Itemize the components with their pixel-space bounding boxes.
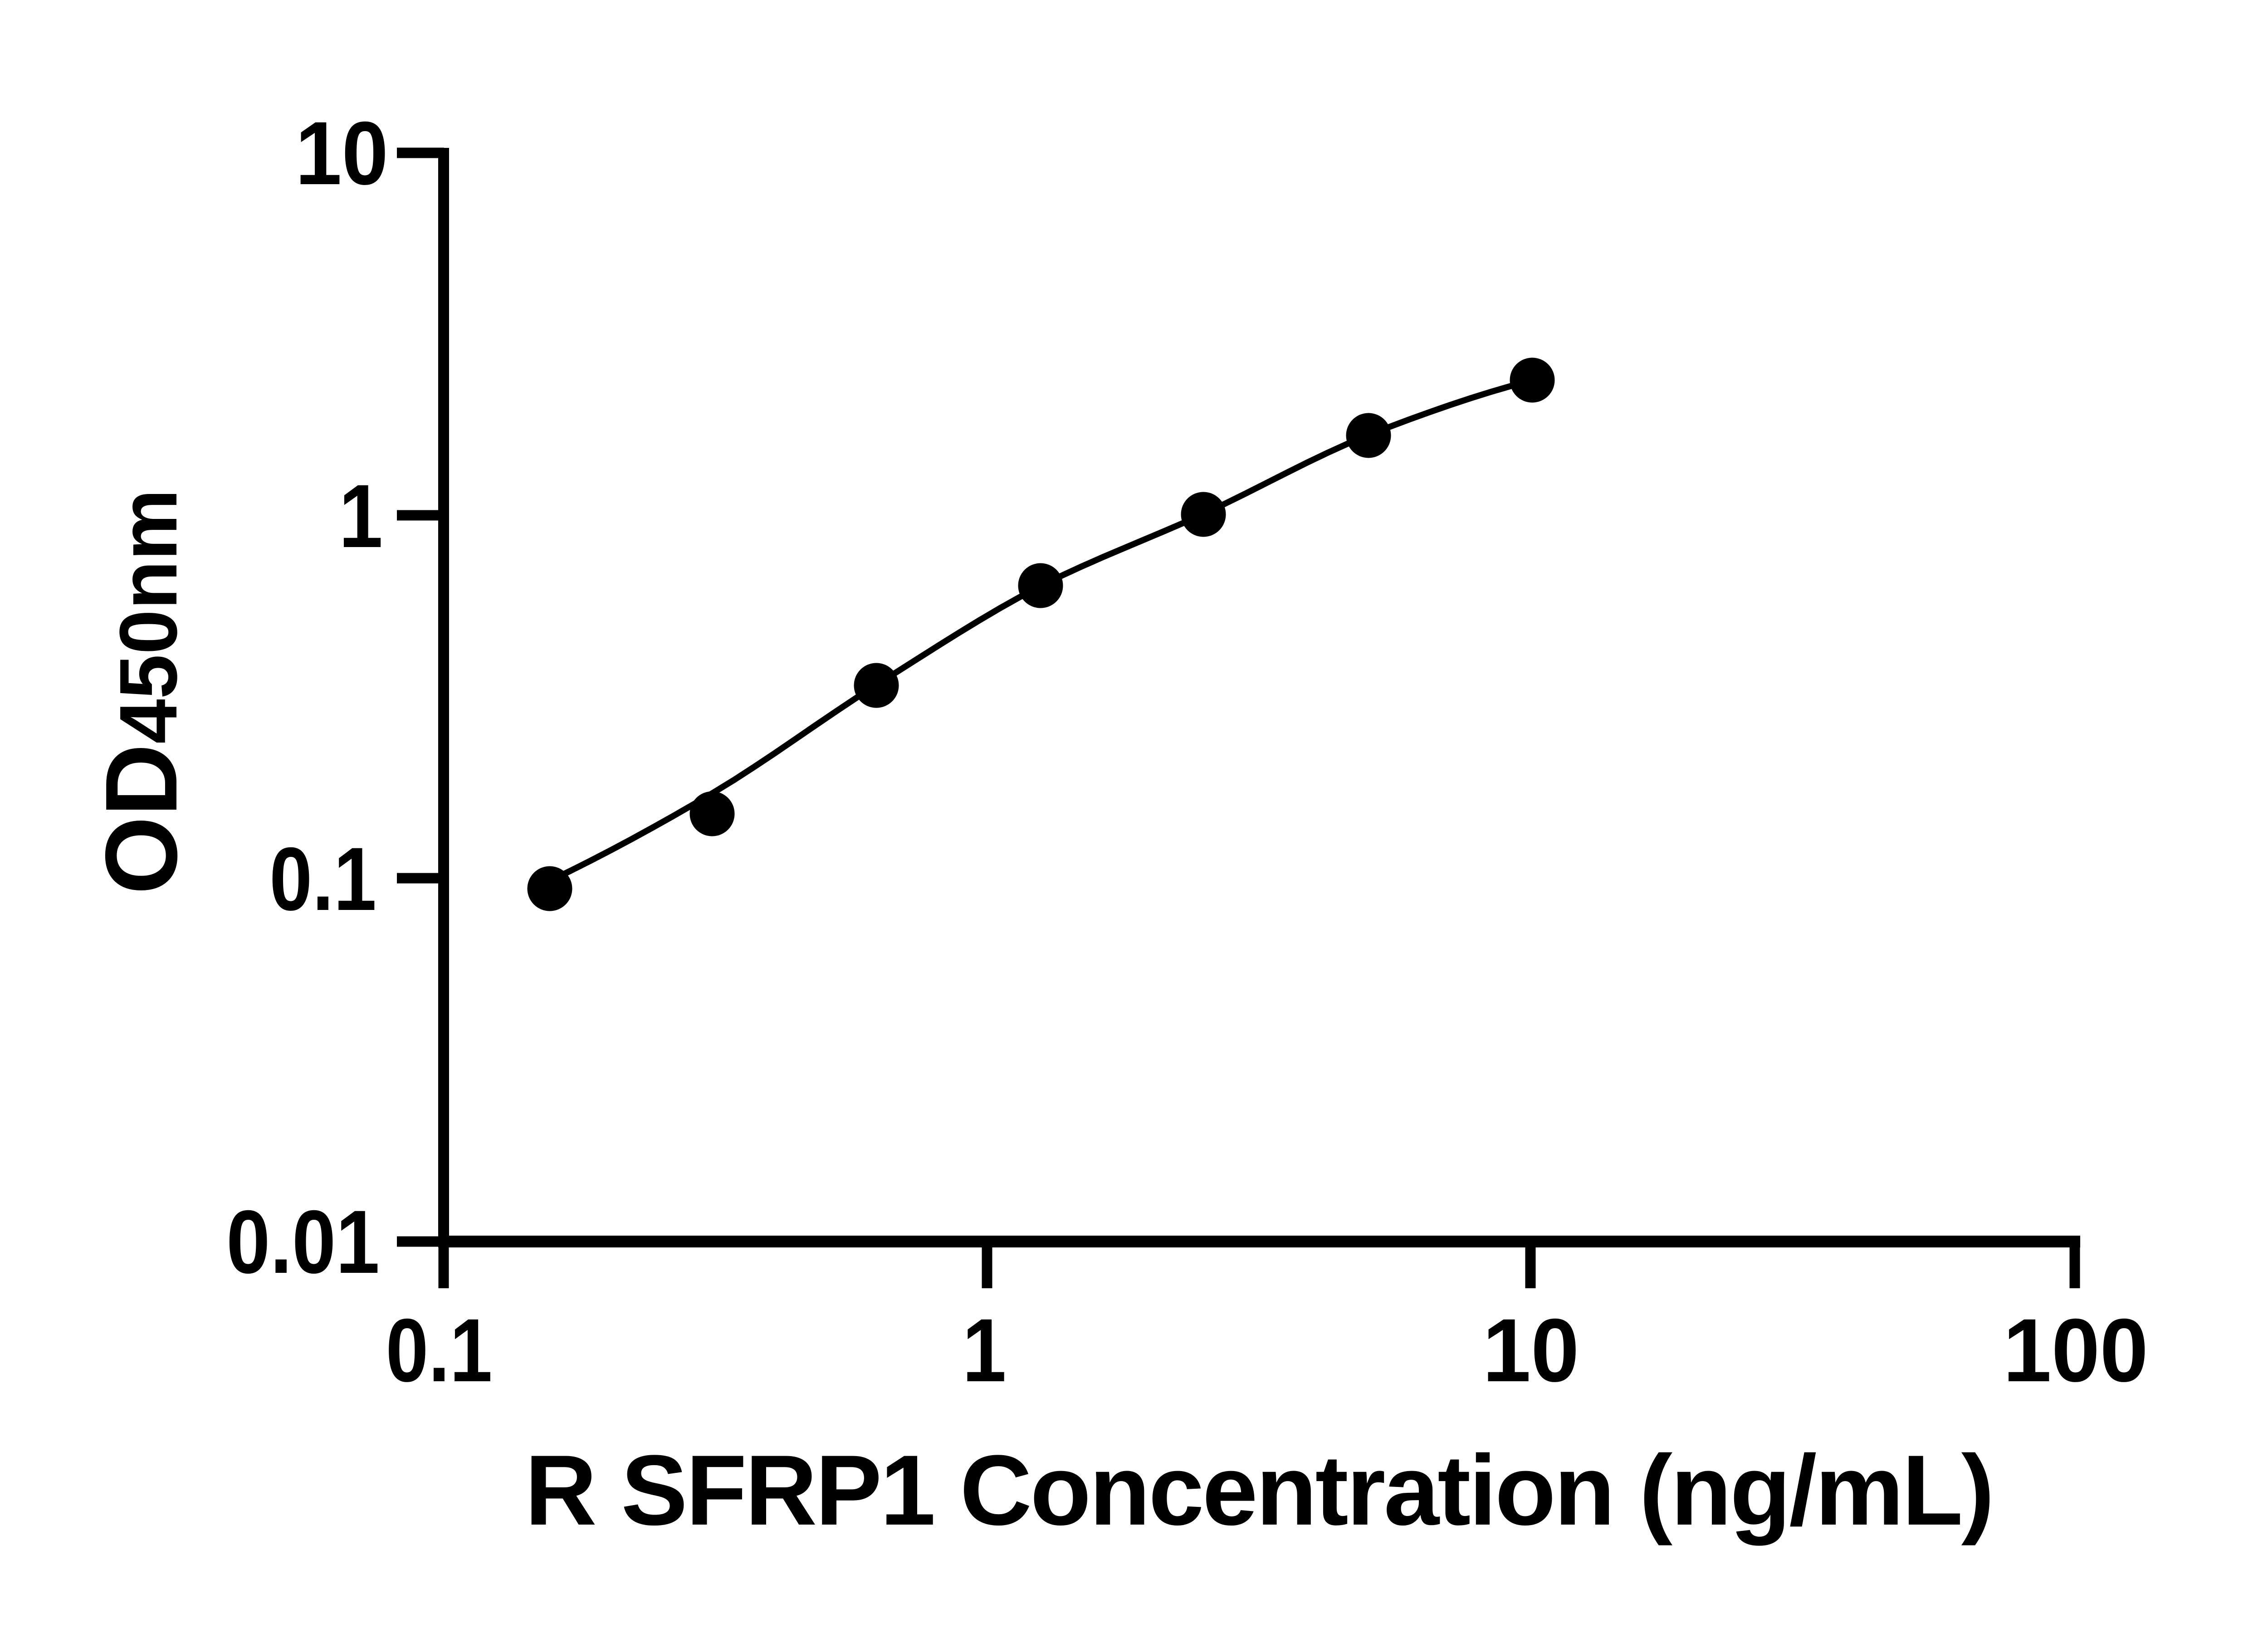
svg-text:10: 10: [1483, 1300, 1579, 1400]
svg-text:100: 100: [2003, 1300, 2148, 1400]
svg-text:1: 1: [339, 466, 383, 566]
svg-text:0.1: 0.1: [269, 829, 376, 929]
svg-text:OD450nm: OD450nm: [84, 489, 198, 895]
svg-text:R SFRP1 Concentration (ng/mL): R SFRP1 Concentration (ng/mL): [525, 1434, 1994, 1546]
svg-text:1: 1: [963, 1300, 1007, 1400]
svg-text:0.01: 0.01: [226, 1192, 380, 1292]
svg-text:10: 10: [295, 103, 388, 203]
svg-text:0.1: 0.1: [386, 1300, 493, 1400]
